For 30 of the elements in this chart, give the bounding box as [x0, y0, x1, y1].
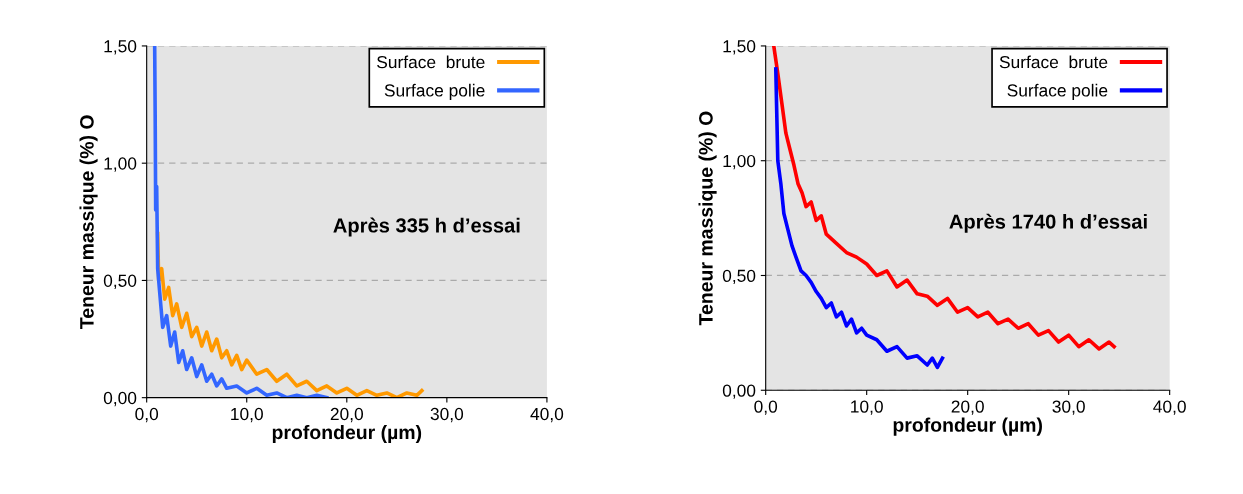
x-axis-title: profondeur (µm)	[893, 417, 1042, 436]
legend-label: Surface polie	[384, 83, 485, 101]
x-axis-title: profondeur (µm)	[272, 424, 422, 444]
legend-label: Surface brute	[377, 55, 485, 69]
x-tick-label: 30,0	[1052, 400, 1085, 415]
annotation: Après 335 h d’essai	[333, 217, 520, 237]
x-tick-label: 20,0	[330, 407, 364, 423]
y-axis-title: Teneur massique (%) O	[79, 115, 98, 329]
y-tick-label: 0,50	[103, 274, 137, 289]
y-tick-label: 0,50	[722, 269, 756, 284]
y-tick-label: 1,50	[723, 40, 756, 55]
y-axis-title: Teneur massique (%) O	[698, 111, 717, 326]
x-tick-label: 20,0	[951, 400, 984, 415]
x-tick-label: 30,0	[430, 407, 464, 423]
y-tick-label: 1,00	[723, 154, 756, 170]
y-tick-label: 1,00	[104, 157, 137, 172]
y-tick-label: 0,00	[103, 391, 137, 407]
line-series	[773, 67, 945, 370]
x-tick-label: 40,0	[530, 407, 564, 423]
x-tick-label: 10,0	[231, 407, 263, 423]
x-tick-label: 0,0	[135, 407, 159, 423]
legend-label: Surface brute	[999, 55, 1108, 69]
legend-label: Surface polie	[1007, 83, 1108, 101]
x-tick-label: 10,0	[851, 400, 883, 415]
x-tick-label: 0,0	[754, 400, 778, 415]
y-tick-label: 1,50	[104, 40, 137, 55]
x-tick-label: 40,0	[1153, 400, 1186, 415]
annotation: Après 1740 h d’essai	[949, 213, 1147, 233]
y-tick-label: 0,00	[722, 384, 756, 399]
line-series	[152, 45, 329, 398]
